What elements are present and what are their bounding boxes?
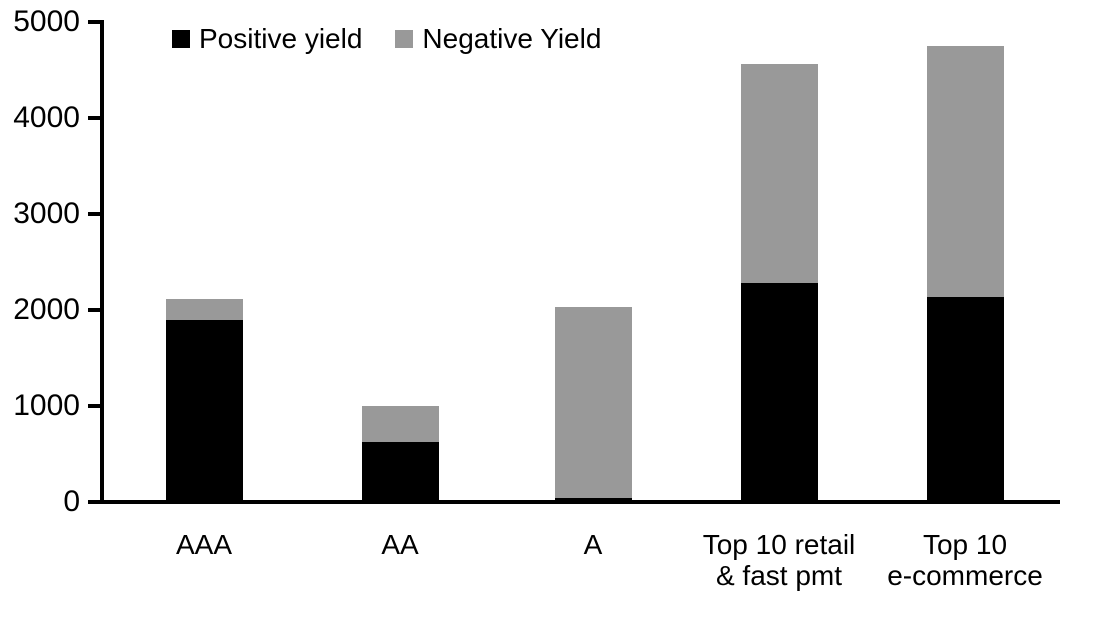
y-axis-tick-3000 xyxy=(88,211,104,216)
x-axis-label-top-10-e-commerce: Top 10 e-commerce xyxy=(887,529,1043,591)
legend-swatch-negative-yield-icon xyxy=(395,30,414,48)
x-axis-label-a: A xyxy=(583,529,603,560)
legend: Positive yield Negative Yield xyxy=(172,21,601,57)
y-axis-tick-0 xyxy=(88,499,104,504)
x-axis-line xyxy=(100,499,1060,504)
bar-aa-negative-yield-segment xyxy=(361,405,439,443)
bar-aa-positive-yield-segment xyxy=(361,442,439,502)
y-axis-label-0: 0 xyxy=(63,484,80,518)
bar-top-10-e-commerce-positive-yield-segment xyxy=(926,297,1004,502)
y-axis-label-1000: 1000 xyxy=(13,388,80,422)
bar-aaa-positive-yield-segment xyxy=(165,320,243,502)
y-axis-label-4000: 4000 xyxy=(13,100,80,134)
bar-a-negative-yield-segment xyxy=(554,306,632,498)
bar-aaa-negative-yield-segment xyxy=(165,299,243,321)
x-axis-label-aa: AA xyxy=(381,529,419,560)
legend-label-negative-yield: Negative Yield xyxy=(422,23,602,54)
x-axis-label-aaa: AAA xyxy=(175,529,233,560)
x-axis-label-top-10-retail-fast-pmt: Top 10 retail & fast pmt xyxy=(702,529,856,591)
legend-label-positive-yield: Positive yield xyxy=(199,23,363,54)
y-axis-tick-1000 xyxy=(88,403,104,408)
legend-swatch-positive-yield-icon xyxy=(172,30,190,48)
y-axis-tick-4000 xyxy=(88,115,104,120)
bar-top-10-retail-fast-pmt-negative-yield-segment xyxy=(740,64,818,283)
y-axis-label-3000: 3000 xyxy=(13,196,80,230)
y-axis-line xyxy=(100,20,104,504)
bar-top-10-retail-fast-pmt-positive-yield-segment xyxy=(740,282,818,502)
y-axis-label-2000: 2000 xyxy=(13,292,80,326)
y-axis-tick-2000 xyxy=(88,307,104,312)
y-axis-label-5000: 5000 xyxy=(13,5,80,38)
bar-top-10-e-commerce-negative-yield-segment xyxy=(926,45,1004,298)
y-axis-tick-5000 xyxy=(88,20,104,24)
